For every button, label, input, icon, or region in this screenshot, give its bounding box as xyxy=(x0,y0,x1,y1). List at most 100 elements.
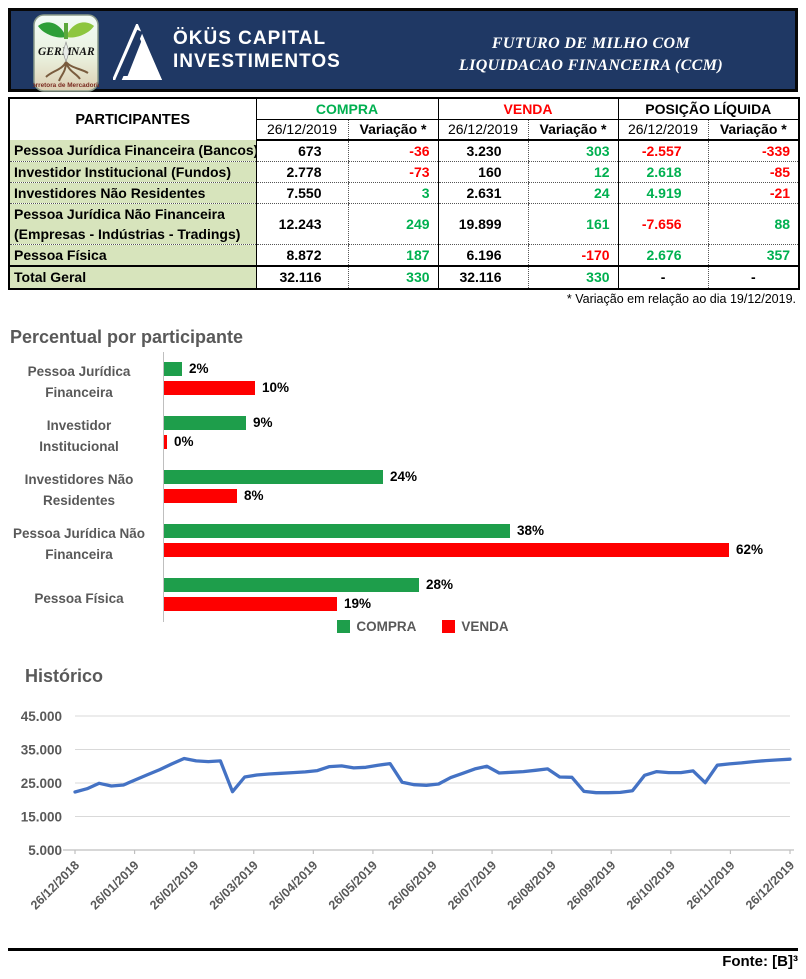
participant-label-line1: Pessoa Jurídica Financeira (Bancos) xyxy=(14,142,256,159)
cell-pos_var: - xyxy=(707,264,800,289)
cell-compra: 7.550 xyxy=(255,182,348,204)
participant-label-line1: Total Geral xyxy=(14,269,87,285)
bar-chart-axis-line xyxy=(163,352,164,622)
venda-bar xyxy=(164,597,337,611)
cell-pos: -7.656 xyxy=(617,203,709,245)
cell-pos_var: -21 xyxy=(707,182,800,204)
compra-date-header: 26/12/2019 xyxy=(255,119,348,141)
posicao-group-header: POSIÇÃO LÍQUIDA xyxy=(617,98,800,120)
cell-venda: 19.899 xyxy=(437,203,529,245)
venda-date-header: 26/12/2019 xyxy=(437,119,529,141)
cell-pos_var: 357 xyxy=(707,244,800,266)
x-axis-label: 26/02/2019 xyxy=(147,858,201,912)
table-row-total: Total Geral 32.116 330 32.116 330- - xyxy=(9,264,800,289)
compra-legend-swatch xyxy=(337,620,351,633)
bar-category-label: Pessoa Física xyxy=(0,571,158,625)
bar-value-label: 28% xyxy=(426,577,454,592)
cell-venda_var: 161 xyxy=(527,203,619,245)
logo-subtitle: Corretora de Mercadorias xyxy=(33,82,99,89)
compra-legend-label: COMPRA xyxy=(356,619,417,634)
cell-compra_var: 249 xyxy=(347,203,439,245)
cell-venda_var: 330 xyxy=(527,264,619,289)
bar-category-label-line: Financeira xyxy=(45,547,113,562)
bar-value-label: 19% xyxy=(344,596,372,611)
participants-table: PARTICIPANTES COMPRA VENDA POSIÇÃO LÍQUI… xyxy=(8,97,801,290)
bar-value-label: 9% xyxy=(253,415,273,430)
bar-category-label-line: Pessoa Jurídica Não xyxy=(12,526,146,541)
line-chart-title: Histórico xyxy=(25,666,104,686)
participant-label-line2: (Empresas - Indústrias - Tradings) xyxy=(14,225,241,242)
table-row: Pessoa Física 8.872 187 6.196 -170 2.676 357 xyxy=(9,244,800,266)
cell-pos: 4.919 xyxy=(617,182,709,204)
report-title-line1: FUTURO DE MILHO COM xyxy=(491,35,691,52)
bar-category-row: Investidor Institucional 9% 0% xyxy=(0,409,806,463)
brand-name: ÖKÜS CAPITAL INVESTIMENTOS xyxy=(173,27,341,73)
bar-category-label-line: Investidor xyxy=(46,418,112,433)
cell-compra: 12.243 xyxy=(255,203,348,245)
bar-category-label: Investidores Não Residentes xyxy=(0,463,158,517)
venda-legend-swatch xyxy=(442,620,456,633)
venda-bar xyxy=(164,381,255,395)
cell-compra_var: 330 xyxy=(347,264,439,289)
legend-item-venda: VENDA xyxy=(442,619,509,634)
compra-bar xyxy=(164,470,383,484)
cell-venda: 32.116 xyxy=(437,264,529,289)
table-group-header-row: PARTICIPANTES COMPRA VENDA POSIÇÃO LÍQUI… xyxy=(9,98,800,140)
y-axis-label: 45.000 xyxy=(21,709,62,724)
compra-bar xyxy=(164,362,182,376)
x-axis-label: 26/08/2019 xyxy=(505,858,559,912)
cell-compra_var: 3 xyxy=(347,182,439,204)
participant-label-line1: Pessoa Jurídica Não Financeira xyxy=(14,205,225,222)
cell-compra: 673 xyxy=(255,140,348,162)
logo-text-right: NAR xyxy=(70,46,95,58)
cell-compra: 32.116 xyxy=(255,264,348,289)
okus-triangle-icon xyxy=(111,21,169,87)
table-row: Investidor Institucional (Fundos) 2.778 -7… xyxy=(9,161,800,183)
cell-pos: 2.676 xyxy=(617,244,709,266)
x-axis-label: 26/12/2018 xyxy=(28,858,82,912)
leaf-left-icon xyxy=(38,22,66,38)
report-header: GERM NAR Corretora de Mercadorias ÖKÜS C… xyxy=(8,8,798,92)
compra-variation-header: Variação * xyxy=(347,119,439,141)
x-axis-label: 26/07/2019 xyxy=(445,858,499,912)
bar-chart: Percentual por participante Pessoa Juríd… xyxy=(0,325,806,660)
report-title-line2: LIQUIDACAO FINANCEIRA (CCM) xyxy=(458,57,724,74)
report-title: FUTURO DE MILHO COM LIQUIDACAO FINANCEIR… xyxy=(391,33,791,77)
venda-bar xyxy=(164,489,237,503)
source-label: Fonte: [B]³ xyxy=(722,953,798,970)
germinar-logo: GERM NAR Corretora de Mercadorias xyxy=(27,14,105,97)
bar-category-label-line: Residentes xyxy=(42,493,116,508)
x-axis-label: 26/10/2019 xyxy=(624,858,678,912)
venda-legend-label: VENDA xyxy=(461,619,509,634)
germinar-logo-image: GERM NAR Corretora de Mercadorias xyxy=(27,14,105,92)
x-axis-label: 26/05/2019 xyxy=(326,858,380,912)
table-subheader-row: 26/12/2019 Variação * 26/12/2019 Variaçã… xyxy=(9,119,800,141)
x-axis-label: 26/11/2019 xyxy=(684,858,738,912)
x-axis-label: 26/06/2019 xyxy=(385,858,439,912)
table-row: Pessoa Jurídica Financeira (Bancos) 673 -3… xyxy=(9,140,800,162)
cell-venda: 2.631 xyxy=(437,182,529,204)
y-axis-label: 35.000 xyxy=(21,743,62,758)
line-series xyxy=(73,756,792,795)
y-axis-label: 25.000 xyxy=(21,776,62,791)
cell-venda: 3.230 xyxy=(437,140,529,162)
participant-label-line1: Investidores Não Residentes xyxy=(14,184,206,201)
bar-value-label: 38% xyxy=(517,523,545,538)
table-row: Investidores Não Residentes 7.550 3 2.631 24… xyxy=(9,182,800,204)
bar-category-row: Pessoa Jurídica Financeira 2% 10% xyxy=(0,355,806,409)
participant-label: Total Geral xyxy=(9,264,257,289)
footer-divider xyxy=(8,948,798,951)
roots-icon xyxy=(45,61,89,82)
participants-table-body: Pessoa Jurídica Financeira (Bancos) 673 -3… xyxy=(9,140,800,289)
cell-venda_var: 12 xyxy=(527,161,619,183)
participant-label: Investidor Institucional (Fundos) xyxy=(9,161,257,183)
cell-pos: -2.557 xyxy=(617,140,709,162)
compra-bar xyxy=(164,416,246,430)
bar-category-label: Pessoa Jurídica Financeira xyxy=(0,355,158,409)
table-footnote: * Variação em relação ao dia 19/12/2019. xyxy=(566,292,796,306)
cell-pos_var: -339 xyxy=(707,140,800,162)
cell-venda: 6.196 xyxy=(437,244,529,266)
legend-item-compra: COMPRA xyxy=(337,619,416,634)
